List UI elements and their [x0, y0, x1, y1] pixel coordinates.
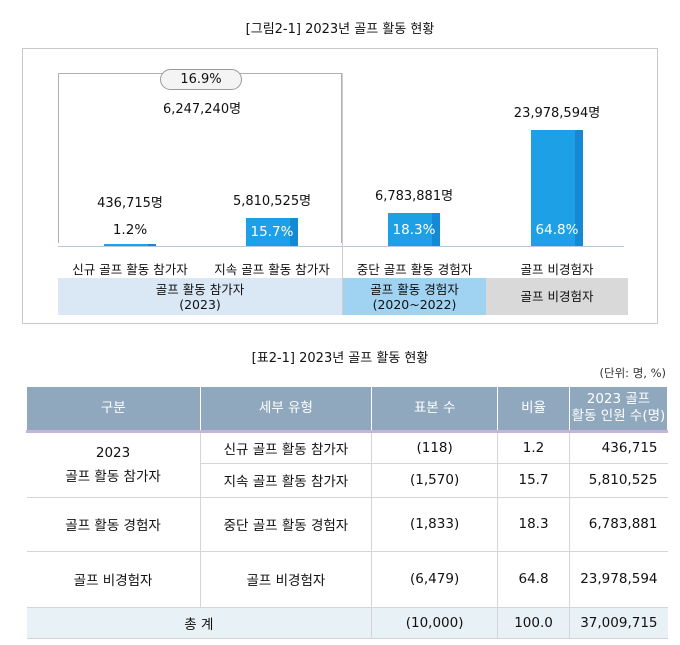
category-label: 신규 골프 활동 참가자 — [72, 262, 188, 277]
group-non-experienced: 골프 비경험자 — [486, 278, 628, 315]
golf-activity-table: 구분 세부 유형 표본 수 비율 2023 골프 활동 인원 수(명) 2023… — [26, 387, 669, 639]
group-title: 골프 비경험자 — [520, 289, 594, 304]
header-count-line1: 2023 골프 — [586, 391, 651, 408]
bar-non-experienced — [531, 130, 583, 246]
figure-caption: [그림2-1] 2023년 골프 활동 현황 — [245, 22, 435, 37]
type-cell: 신규 골프 활동 참가자 — [200, 431, 373, 464]
table-total-row: 총 계 (10,000) 100.0 37,009,715 — [26, 607, 668, 639]
group-cell-line1: 2023 — [95, 444, 131, 461]
bar-percent-label: 64.8% — [535, 222, 579, 238]
category-label: 골프 비경험자 — [520, 262, 594, 277]
type-cell: 지속 골프 활동 참가자 — [200, 463, 373, 498]
total-count: 37,009,715 — [569, 607, 668, 639]
combined-total-label: 6,247,240명 — [162, 102, 242, 117]
header-ratio: 비율 — [497, 387, 570, 433]
bar-value-label: 6,783,881명 — [374, 189, 454, 205]
count-cell: 436,715 — [569, 431, 668, 464]
group-title: 골프 활동 경험자 — [370, 281, 459, 297]
bar-percent-label: 1.2% — [112, 221, 148, 238]
table-row: 골프 비경험자 골프 비경험자 (6,479) 64.8 23,978,594 — [26, 551, 668, 608]
ratio-cell: 15.7 — [497, 463, 570, 498]
group-experienced-2020-2022: 골프 활동 경험자 (2020~2022) — [343, 278, 486, 315]
count-cell: 6,783,881 — [569, 497, 668, 552]
ratio-cell: 1.2 — [497, 431, 570, 464]
type-cell: 골프 비경험자 — [200, 551, 373, 608]
group-subtitle: (2020~2022) — [372, 296, 457, 312]
group-cell: 골프 비경험자 — [26, 551, 201, 608]
count-cell: 23,978,594 — [569, 551, 668, 608]
group-participants-2023: 골프 활동 참가자 (2023) — [58, 278, 342, 315]
sample-cell: (1,833) — [371, 497, 499, 552]
total-ratio: 100.0 — [497, 607, 570, 639]
header-group: 구분 — [26, 387, 201, 433]
ratio-cell: 64.8 — [497, 551, 570, 608]
category-label: 지속 골프 활동 참가자 — [214, 262, 330, 277]
table-header-row: 구분 세부 유형 표본 수 비율 2023 골프 활동 인원 수(명) — [26, 387, 669, 433]
bar-stopped-experienced — [388, 213, 440, 246]
bar-percent-label: 15.7% — [250, 223, 294, 240]
group-cell-line2: 골프 활동 참가자 — [65, 468, 161, 485]
table-row: 지속 골프 활동 참가자 (1,570) 15.7 5,810,525 — [27, 463, 668, 498]
header-count: 2023 골프 활동 인원 수(명) — [568, 387, 669, 433]
sample-cell: (1,570) — [371, 463, 499, 498]
type-cell: 중단 골프 활동 경험자 — [200, 497, 373, 552]
group-title: 골프 활동 참가자 — [155, 281, 245, 297]
header-sample: 표본 수 — [371, 387, 499, 433]
ratio-cell: 18.3 — [497, 497, 570, 552]
total-sample: (10,000) — [371, 607, 499, 639]
sample-cell: (118) — [371, 431, 499, 464]
table-caption: [표2-1] 2023년 골프 활동 현황 — [251, 351, 429, 366]
table-row: 2023 골프 활동 참가자 신규 골프 활동 참가자 (118) 1.2 43… — [26, 431, 668, 498]
bar-value-label: 23,978,594명 — [513, 106, 601, 121]
bar-value-label: 436,715명 — [97, 195, 163, 211]
chart-baseline — [58, 246, 624, 247]
count-cell: 5,810,525 — [569, 463, 668, 498]
group-cell: 2023 골프 활동 참가자 — [26, 431, 201, 498]
unit-note: (단위: 명, %) — [599, 366, 666, 380]
bar-percent-label: 18.3% — [392, 221, 436, 238]
table-row: 골프 활동 경험자 중단 골프 활동 경험자 (1,833) 18.3 6,78… — [26, 497, 668, 552]
total-label: 총 계 — [26, 607, 373, 639]
header-type: 세부 유형 — [199, 387, 373, 433]
bar-value-label: 5,810,525명 — [232, 193, 312, 209]
group-separator — [342, 73, 343, 315]
group-cell: 골프 활동 경험자 — [26, 497, 201, 552]
bar-new-participants — [104, 243, 156, 246]
header-count-line2: 활동 인원 수(명) — [571, 408, 666, 425]
bar-continuing-participants — [246, 217, 298, 246]
sample-cell: (6,479) — [371, 551, 499, 608]
participant-share-bubble: 16.9% — [160, 69, 242, 90]
group-subtitle: (2023) — [179, 296, 221, 312]
category-label: 중단 골프 활동 경험자 — [356, 262, 473, 277]
